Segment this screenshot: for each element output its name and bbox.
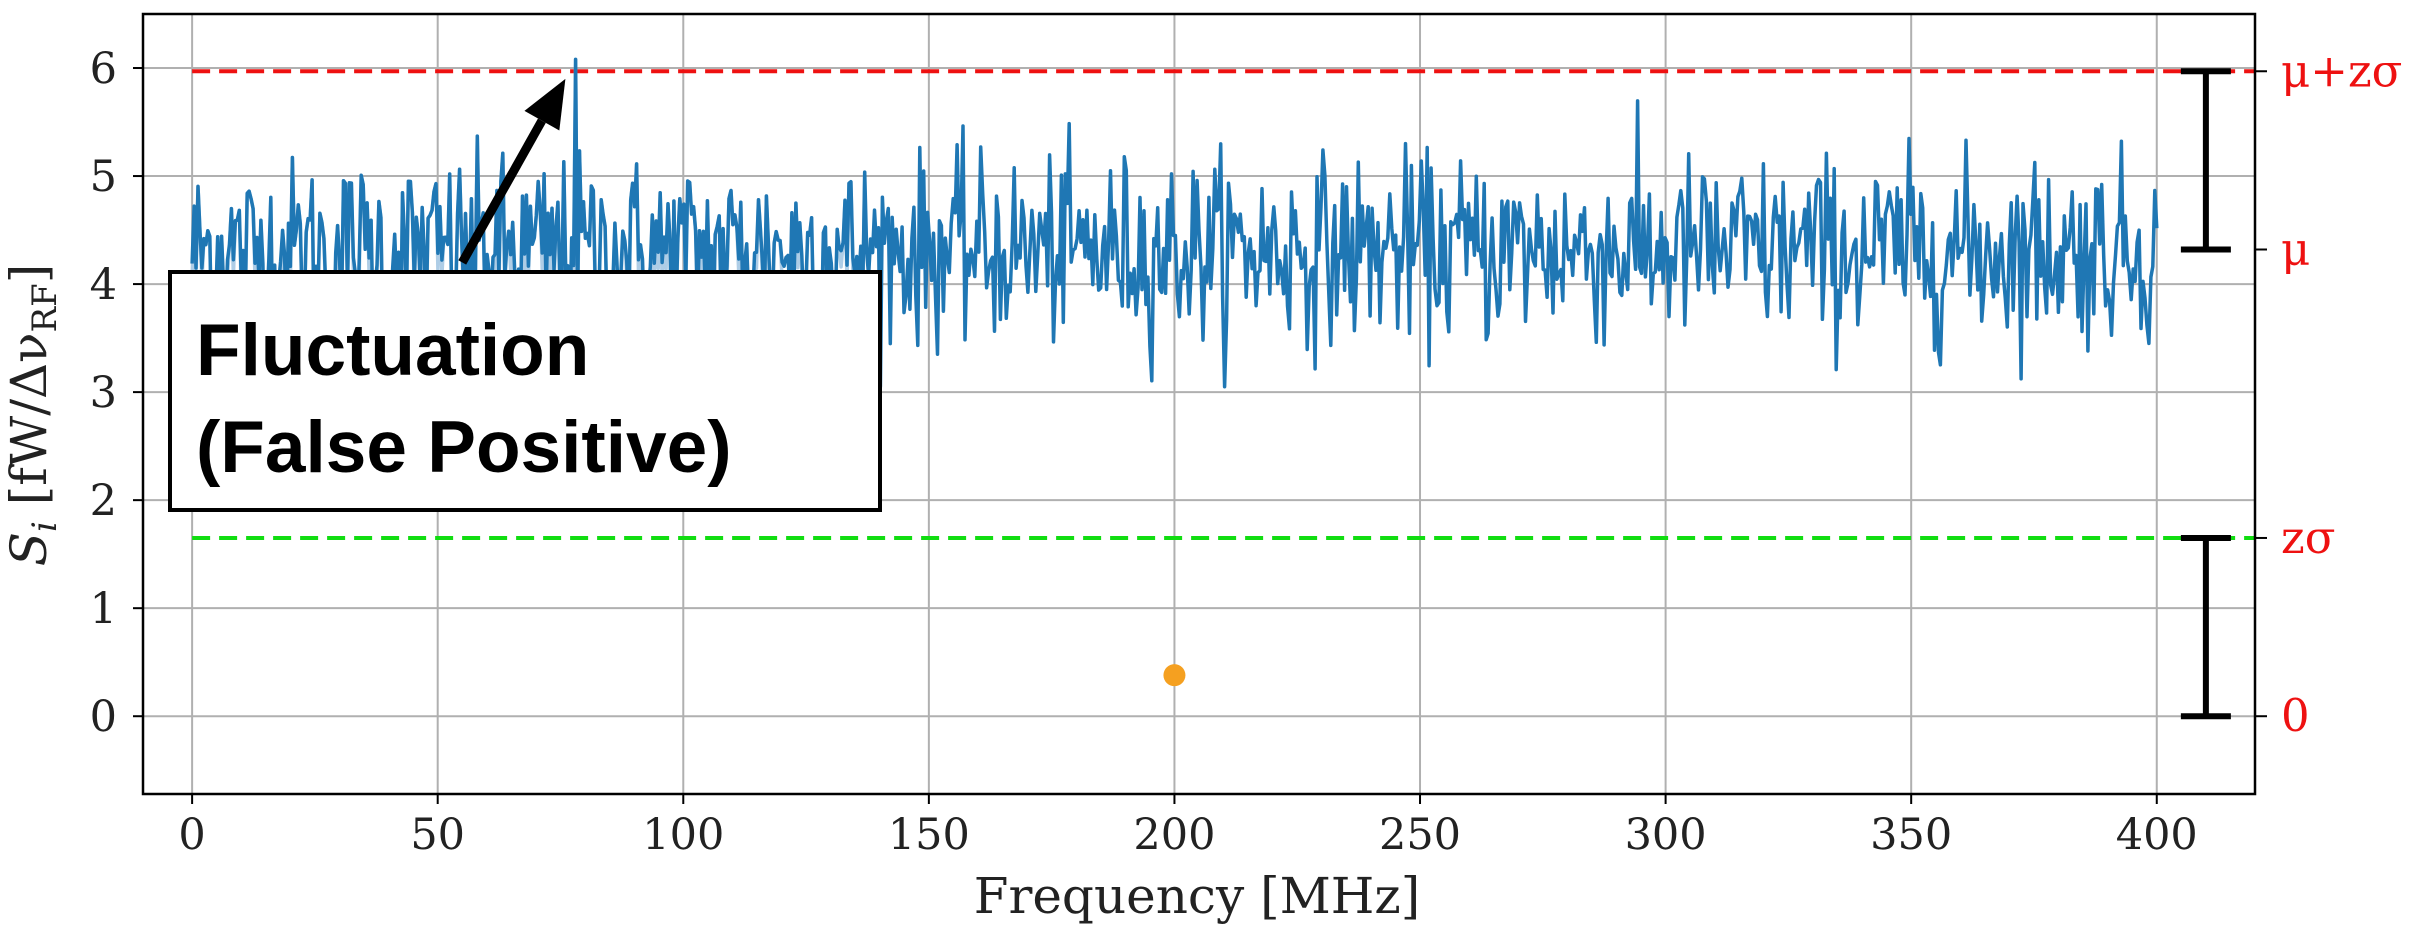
y-tick-label: 4 — [90, 260, 117, 310]
annotation-box — [168, 270, 882, 512]
x-tick-label: 300 — [1625, 810, 1707, 860]
x-tick-label: 200 — [1133, 810, 1215, 860]
y-tick-label: 6 — [90, 44, 117, 94]
y-tick-label: 0 — [90, 692, 117, 742]
annotation-arrow-head — [524, 78, 566, 131]
y-axis-symbol: S — [0, 532, 58, 566]
y-axis-subscript: i — [25, 521, 65, 532]
annotation-line-2: (False Positive) — [196, 407, 732, 488]
x-axis-ticks: 0 50 100 150 200 250 300 350 400 — [178, 794, 2198, 860]
x-tick-label: 100 — [642, 810, 724, 860]
annotation-callout: Fluctuation (False Positive) — [168, 78, 882, 512]
y-axis-unit-subscript: RF — [25, 283, 65, 332]
signal-marker — [1163, 664, 1186, 687]
y-axis-ticks: 0 1 2 3 4 5 6 — [90, 44, 143, 742]
annotation-arrow — [458, 118, 546, 265]
x-tick-label: 400 — [2116, 810, 2198, 860]
y-axis-unit: [fW/Δν — [0, 332, 58, 521]
threshold-lines — [192, 69, 2255, 540]
right-label-z_sigma: zσ — [2281, 511, 2335, 564]
x-tick-label: 50 — [410, 810, 465, 860]
y-tick-label: 1 — [90, 584, 117, 634]
x-tick-label: 350 — [1870, 810, 1952, 860]
y-tick-label: 3 — [90, 368, 117, 418]
error-brackets — [2180, 68, 2231, 720]
y-tick-label: 2 — [90, 476, 117, 526]
right-axis-labels: μ+zσ μ zσ 0 — [2255, 44, 2402, 742]
y-tick-label: 5 — [90, 152, 117, 202]
right-label-mu: μ — [2281, 223, 2310, 276]
y-axis-title: Si [fW/ΔνRF] — [0, 264, 65, 567]
x-tick-label: 0 — [178, 810, 205, 860]
annotation-line-1: Fluctuation — [196, 310, 589, 391]
x-axis-title: Frequency [MHz] — [974, 867, 1420, 925]
plot-frame — [141, 12, 2257, 796]
marker-layer — [1163, 664, 1186, 687]
x-tick-label: 150 — [888, 810, 970, 860]
right-label-mu_plus_z_sigma: μ+zσ — [2281, 44, 2402, 97]
y-axis-unit-close: ] — [0, 264, 58, 284]
x-tick-label: 250 — [1379, 810, 1461, 860]
right-label-zero: 0 — [2281, 689, 2310, 742]
